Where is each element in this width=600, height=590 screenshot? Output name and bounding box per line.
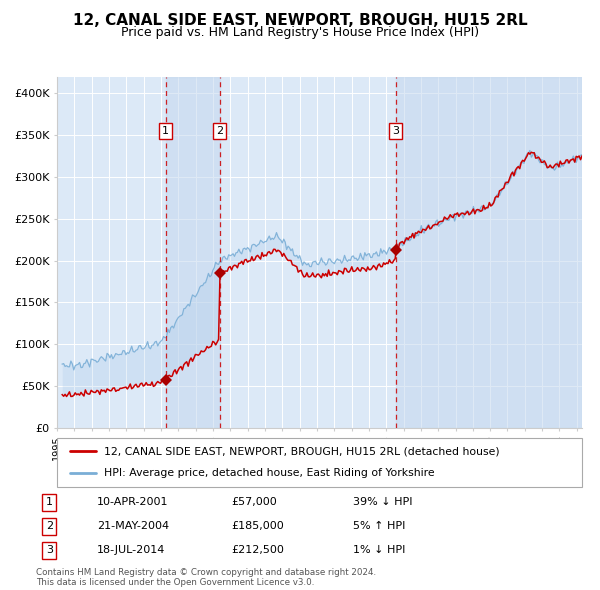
Text: £185,000: £185,000 — [232, 522, 284, 532]
Text: 3: 3 — [392, 126, 399, 136]
Text: Contains HM Land Registry data © Crown copyright and database right 2024.
This d: Contains HM Land Registry data © Crown c… — [36, 568, 376, 587]
Text: 5% ↑ HPI: 5% ↑ HPI — [353, 522, 405, 532]
Text: 18-JUL-2014: 18-JUL-2014 — [97, 545, 165, 555]
Text: 10-APR-2001: 10-APR-2001 — [97, 497, 168, 507]
Bar — [166, 77, 220, 428]
Text: £57,000: £57,000 — [232, 497, 277, 507]
Text: 3: 3 — [46, 545, 53, 555]
Text: HPI: Average price, detached house, East Riding of Yorkshire: HPI: Average price, detached house, East… — [104, 468, 435, 478]
Text: Price paid vs. HM Land Registry's House Price Index (HPI): Price paid vs. HM Land Registry's House … — [121, 26, 479, 39]
Text: 1% ↓ HPI: 1% ↓ HPI — [353, 545, 405, 555]
Text: 12, CANAL SIDE EAST, NEWPORT, BROUGH, HU15 2RL (detached house): 12, CANAL SIDE EAST, NEWPORT, BROUGH, HU… — [104, 447, 500, 457]
Text: 1: 1 — [46, 497, 53, 507]
Text: 1: 1 — [162, 126, 169, 136]
Text: 2: 2 — [46, 522, 53, 532]
Bar — [395, 77, 582, 428]
Text: 21-MAY-2004: 21-MAY-2004 — [97, 522, 169, 532]
Text: 2: 2 — [216, 126, 223, 136]
Text: 39% ↓ HPI: 39% ↓ HPI — [353, 497, 412, 507]
FancyBboxPatch shape — [57, 438, 582, 487]
Text: £212,500: £212,500 — [232, 545, 284, 555]
Text: 12, CANAL SIDE EAST, NEWPORT, BROUGH, HU15 2RL: 12, CANAL SIDE EAST, NEWPORT, BROUGH, HU… — [73, 13, 527, 28]
